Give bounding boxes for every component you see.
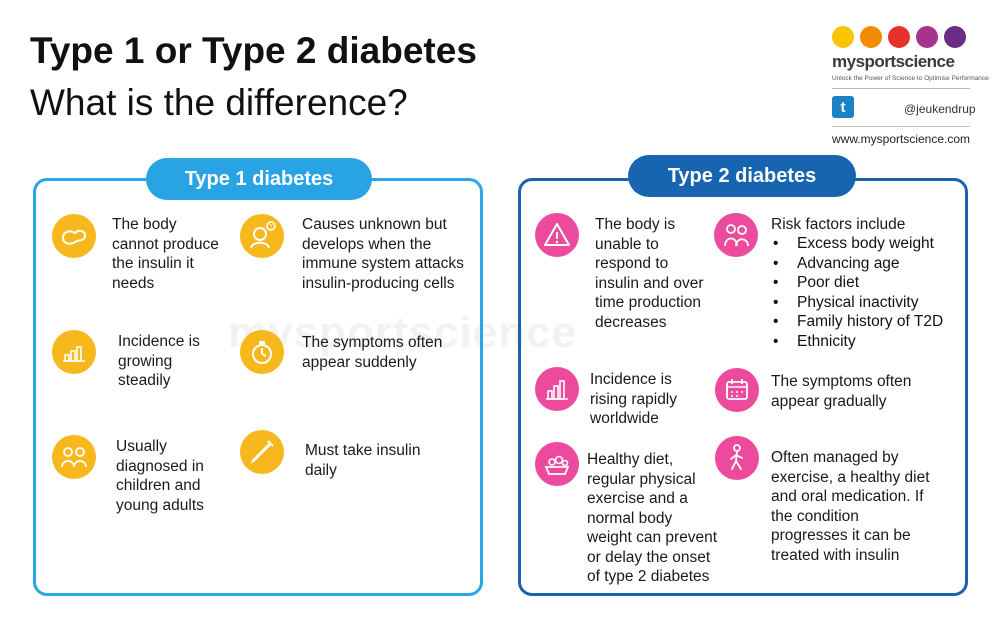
svg-text:?: ? [269,225,273,231]
syringe-icon [240,430,284,474]
type1-item-cause-text: The body cannot produce the insulin it need… [112,216,219,292]
page-subtitle: What is the difference? [30,82,408,123]
type2-item-prevention-text: Healthy diet, regular physical exercise an… [587,451,718,585]
mysportscience-logo: mysportscience Unlock the Power of Scien… [832,24,989,154]
type1-heading: Type 1 diabetes [146,158,372,200]
calendar-icon [715,368,759,412]
type1-item-incidence-text: Incidence is growing steadily [118,333,200,389]
type2-item-resistance-text: The body is unable to respond to insulin an… [595,216,704,331]
walking-person-icon [715,436,759,480]
type1-item-unknown-cause-text: Causes unknown but develops when the immun… [302,216,464,292]
risk-factor-item: Physical inactivity [771,293,943,313]
twitter-icon[interactable]: t [832,96,854,118]
logo-dots-icon [832,26,966,48]
twitter-handle[interactable]: @jeukendrup [904,102,976,116]
pancreas-icon [52,214,96,258]
risk-factor-item: Excess body weight [771,234,943,254]
logo-brand-name: mysportscience [832,52,955,71]
page-title: Type 1 or Type 2 diabetes [30,30,477,71]
risk-factor-item: Poor diet [771,273,943,293]
type1-item-diagnosed-text: Usually diagnosed in children and young adu… [116,438,204,514]
logo-divider [832,88,970,89]
type1-item-insulin-text: Must take insulin daily [305,442,421,479]
warning-icon [535,213,579,257]
type2-heading: Type 2 diabetes [628,155,856,197]
svg-text:t: t [841,99,846,116]
logo-tagline: Unlock the Power of Science to Optimise … [832,75,989,82]
type2-item-management-text: Often managed by exercise, a healthy diet… [771,449,930,564]
children-icon [52,435,96,479]
risk-factor-item: Advancing age [771,254,943,274]
risk-factor-item: Family history of T2D [771,312,943,332]
type1-item-symptoms-text: The symptoms often appear suddenly [302,334,443,371]
elderly-couple-icon [714,213,758,257]
confused-person-icon: ? [240,214,284,258]
type2-item-incidence-text: Incidence is rising rapidly worldwide [590,371,678,427]
bar-chart-icon [52,330,96,374]
type2-risk-title: Risk factors include [771,216,906,233]
healthy-food-icon [535,442,579,486]
risk-factor-item: Ethnicity [771,332,943,352]
logo-divider-2 [832,126,970,127]
website-link[interactable]: www.mysportscience.com [832,132,971,146]
type2-item-symptoms-text: The symptoms often appear gradually [771,373,912,410]
risk-factor-list: Excess body weight Advancing age Poor di… [771,234,943,351]
rising-chart-icon [535,367,579,411]
stopwatch-icon [240,330,284,374]
